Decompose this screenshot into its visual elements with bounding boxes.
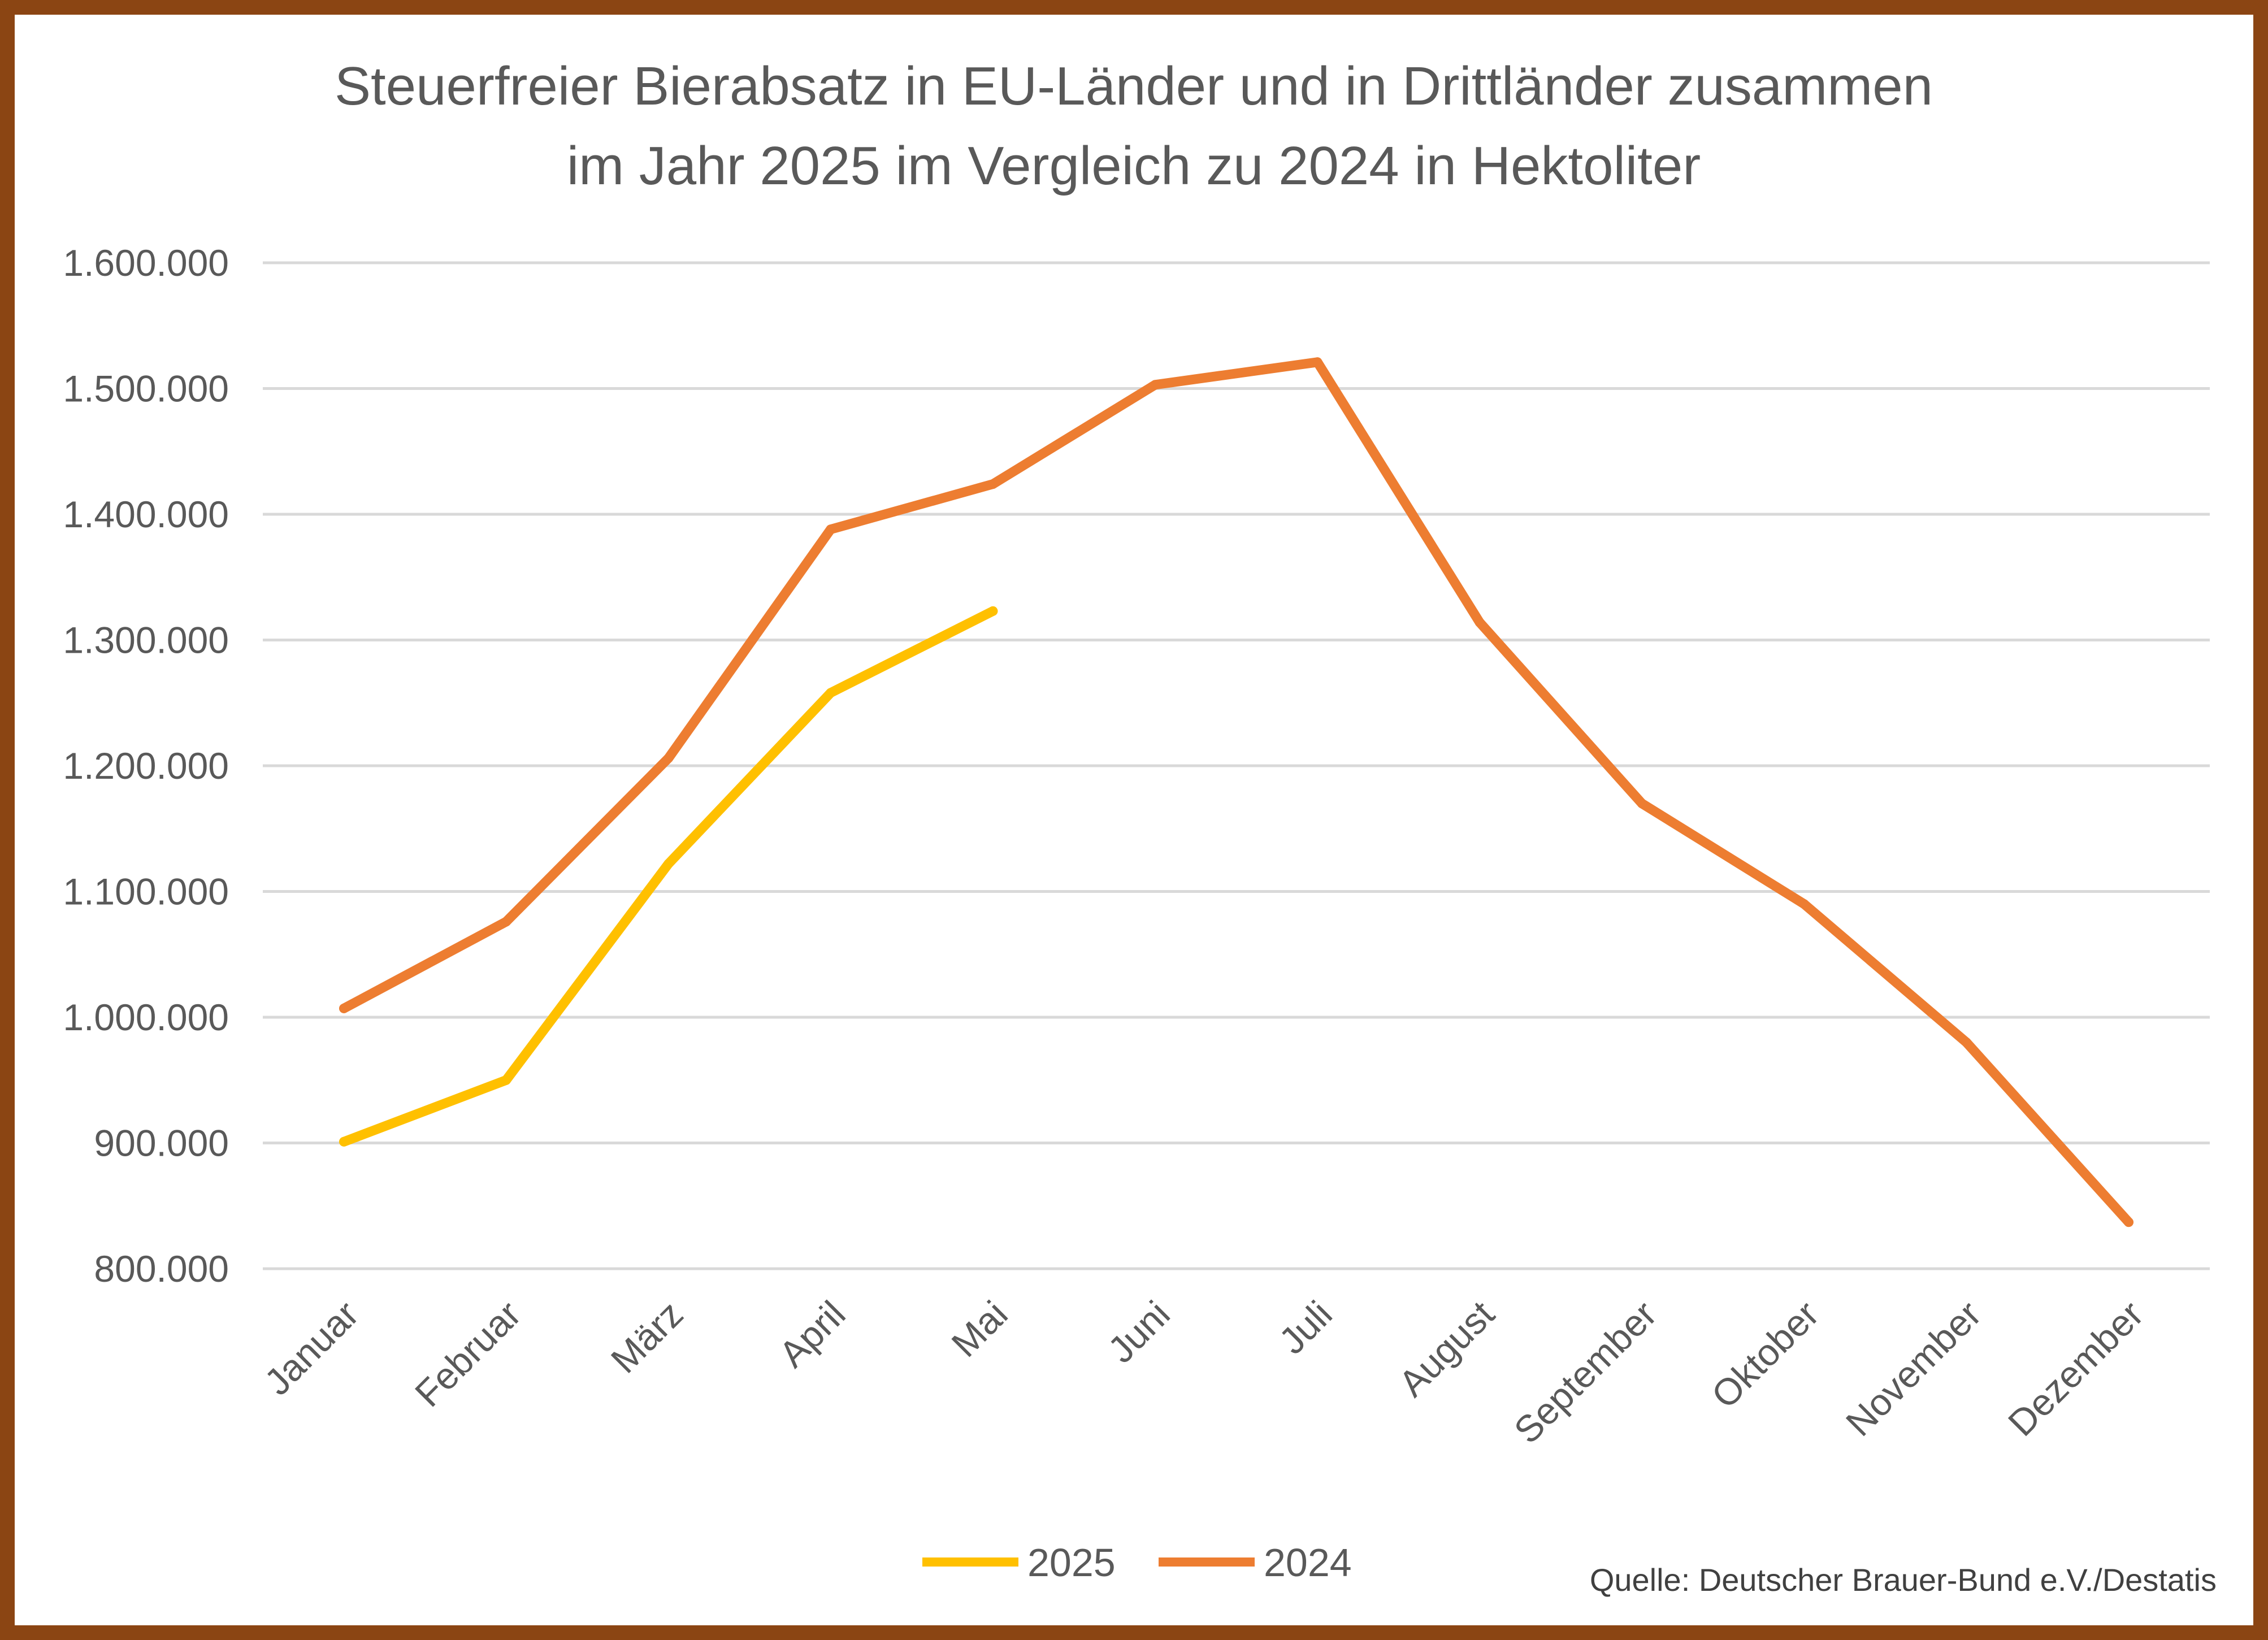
x-tick-label: Januar bbox=[256, 1293, 366, 1403]
y-tick-label: 800.000 bbox=[94, 1248, 229, 1290]
y-tick-label: 1.600.000 bbox=[63, 242, 229, 284]
series-line-2025 bbox=[339, 606, 998, 1147]
legend-label-2025: 2025 bbox=[1027, 1541, 1116, 1585]
x-tick-label: Dezember bbox=[2000, 1293, 2152, 1444]
data-point-2024 bbox=[501, 917, 511, 927]
x-axis-labels: Januar Februar März April Mai Juni Juli August S… bbox=[256, 1293, 2151, 1452]
y-tick-label: 1.000.000 bbox=[63, 996, 229, 1038]
x-tick-label: Februar bbox=[407, 1293, 529, 1415]
x-tick-label: April bbox=[771, 1293, 853, 1376]
legend: 2025 2024 bbox=[922, 1541, 1352, 1585]
y-tick-label: 1.100.000 bbox=[63, 871, 229, 913]
legend-label-2024: 2024 bbox=[1264, 1541, 1352, 1585]
data-point-2024 bbox=[664, 753, 674, 763]
y-tick-label: 900.000 bbox=[94, 1122, 229, 1164]
chart-title-line-2: im Jahr 2025 im Vergleich zu 2024 in Hek… bbox=[567, 136, 1701, 196]
data-point-2024 bbox=[1312, 357, 1322, 367]
y-tick-label: 1.300.000 bbox=[63, 619, 229, 661]
x-tick-label: Oktober bbox=[1703, 1293, 1827, 1416]
series-line-2024 bbox=[339, 357, 2133, 1227]
data-point-2024 bbox=[1637, 799, 1647, 809]
gridlines bbox=[263, 261, 2210, 1270]
x-tick-label: Juni bbox=[1100, 1293, 1178, 1371]
x-tick-label: Juli bbox=[1271, 1293, 1340, 1362]
x-tick-label: September bbox=[1506, 1293, 1664, 1452]
y-axis-labels: 800.000 900.000 1.000.000 1.100.000 1.200.00… bbox=[63, 242, 229, 1290]
data-point-2024 bbox=[826, 524, 836, 535]
source-note: Quelle: Deutscher Brauer-Bund e.V./Desta… bbox=[1590, 1562, 2217, 1598]
x-tick-label: November bbox=[1838, 1293, 1989, 1444]
data-point-2025 bbox=[826, 688, 836, 698]
chart-title-line-1: Steuerfreier Bierabsatz in EU-Länder und… bbox=[335, 56, 1933, 116]
data-point-2025 bbox=[664, 859, 674, 869]
data-point-2024 bbox=[1475, 617, 1485, 627]
x-tick-label: März bbox=[603, 1293, 691, 1381]
data-point-2024 bbox=[1150, 380, 1160, 390]
y-tick-label: 1.500.000 bbox=[63, 368, 229, 410]
data-point-2024 bbox=[1799, 899, 1809, 909]
x-tick-label: August bbox=[1390, 1293, 1502, 1405]
data-point-2024 bbox=[1961, 1038, 1971, 1047]
data-point-2025 bbox=[339, 1136, 349, 1147]
data-point-2024 bbox=[339, 1003, 349, 1013]
data-point-2024 bbox=[2123, 1217, 2133, 1227]
data-point-2025 bbox=[988, 606, 998, 616]
y-tick-label: 1.200.000 bbox=[63, 745, 229, 787]
data-point-2025 bbox=[501, 1075, 511, 1085]
x-tick-label: Mai bbox=[943, 1293, 1016, 1365]
y-tick-label: 1.400.000 bbox=[63, 493, 229, 535]
data-point-2024 bbox=[988, 479, 998, 489]
series-lines bbox=[339, 357, 2133, 1227]
